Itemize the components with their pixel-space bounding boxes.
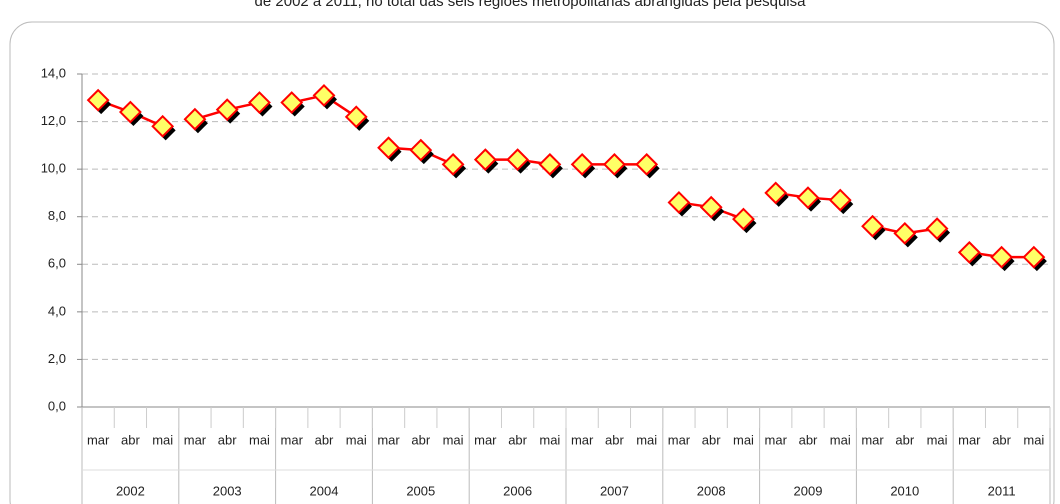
- marker: [506, 148, 530, 172]
- marker: [893, 221, 917, 245]
- marker: [473, 148, 497, 172]
- group-label: 2004: [310, 483, 339, 498]
- x-tick-label: mai: [152, 432, 173, 447]
- x-tick-label: mar: [87, 432, 110, 447]
- y-tick-label: 0,0: [48, 398, 66, 413]
- x-tick-label: mai: [249, 432, 270, 447]
- marker: [441, 152, 465, 176]
- marker: [732, 207, 755, 231]
- x-tick-label: mai: [539, 432, 560, 447]
- marker: [764, 181, 788, 205]
- marker: [635, 152, 659, 176]
- x-tick-label: abr: [508, 432, 527, 447]
- marker: [861, 214, 884, 238]
- marker: [699, 195, 723, 219]
- y-tick-label: 10,0: [41, 161, 66, 176]
- y-tick-label: 2,0: [48, 351, 66, 366]
- marker: [344, 105, 368, 129]
- y-tick-label: 12,0: [41, 113, 66, 128]
- group-label: 2009: [794, 483, 823, 498]
- marker: [183, 107, 207, 131]
- x-tick-label: abr: [992, 432, 1011, 447]
- marker: [570, 152, 594, 176]
- x-tick-label: abr: [605, 432, 624, 447]
- y-tick-label: 8,0: [48, 208, 66, 223]
- marker: [957, 240, 981, 264]
- x-tick-label: abr: [702, 432, 721, 447]
- chart-title: de 2002 a 2011, no total das seis regiõe…: [255, 0, 807, 10]
- marker: [538, 152, 562, 176]
- marker: [925, 217, 949, 241]
- x-tick-label: abr: [218, 432, 237, 447]
- x-tick-label: abr: [121, 432, 140, 447]
- marker: [1022, 245, 1046, 269]
- marker: [248, 91, 271, 114]
- group-label: 2007: [600, 483, 629, 498]
- x-tick-label: abr: [411, 432, 430, 447]
- marker: [151, 114, 175, 138]
- marker: [796, 186, 820, 210]
- x-tick-label: mar: [281, 432, 304, 447]
- x-tick-label: mar: [571, 432, 594, 447]
- x-tick-label: abr: [799, 432, 818, 447]
- x-tick-label: mai: [830, 432, 851, 447]
- x-tick-label: mai: [1023, 432, 1044, 447]
- x-tick-label: mai: [636, 432, 657, 447]
- group-label: 2010: [890, 483, 919, 498]
- x-tick-label: mar: [765, 432, 788, 447]
- x-tick-label: mar: [184, 432, 207, 447]
- marker: [667, 191, 691, 214]
- x-tick-label: abr: [315, 432, 334, 447]
- marker: [215, 98, 239, 122]
- group-label: 2006: [503, 483, 532, 498]
- x-tick-label: abr: [895, 432, 914, 447]
- marker: [409, 138, 433, 162]
- x-tick-label: mai: [346, 432, 367, 447]
- x-tick-label: mai: [927, 432, 948, 447]
- y-tick-label: 4,0: [48, 303, 66, 318]
- group-label: 2002: [116, 483, 145, 498]
- y-tick-label: 6,0: [48, 256, 66, 271]
- marker: [828, 188, 852, 212]
- x-tick-label: mai: [443, 432, 464, 447]
- marker: [86, 88, 110, 112]
- x-tick-label: mar: [377, 432, 400, 447]
- chart-frame: [9, 21, 1055, 504]
- x-tick-label: mar: [474, 432, 497, 447]
- x-tick-label: mar: [861, 432, 884, 447]
- marker: [602, 152, 626, 176]
- group-label: 2005: [406, 483, 435, 498]
- group-label: 2008: [697, 483, 726, 498]
- marker: [280, 91, 304, 114]
- marker: [312, 83, 336, 107]
- x-tick-label: mar: [668, 432, 691, 447]
- marker: [377, 136, 400, 160]
- x-tick-label: mar: [958, 432, 981, 447]
- group-label: 2003: [213, 483, 242, 498]
- y-tick-label: 14,0: [41, 65, 66, 80]
- x-tick-label: mai: [733, 432, 754, 447]
- marker: [990, 245, 1014, 269]
- group-label: 2011: [988, 483, 1016, 498]
- marker: [118, 100, 142, 124]
